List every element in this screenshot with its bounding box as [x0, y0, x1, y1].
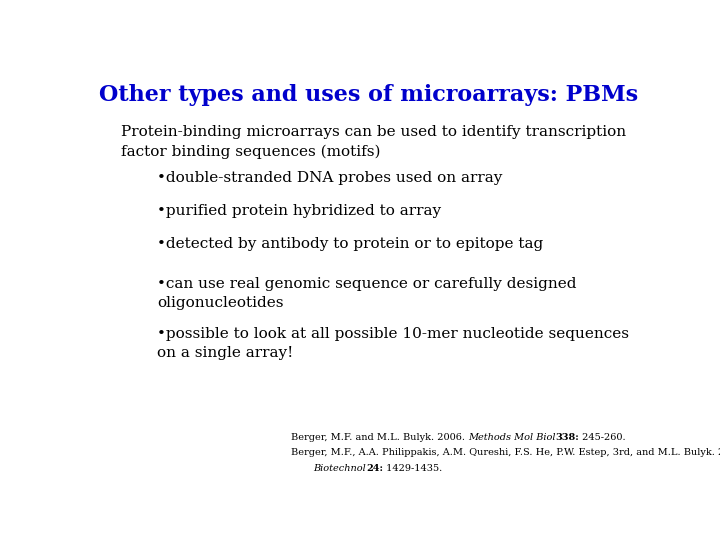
Text: 245-260.: 245-260.	[580, 433, 626, 442]
Text: Protein-binding microarrays can be used to identify transcription
factor binding: Protein-binding microarrays can be used …	[121, 125, 626, 159]
Text: Biotechnol: Biotechnol	[313, 463, 366, 472]
Text: 1429-1435.: 1429-1435.	[383, 463, 442, 472]
Text: •purified protein hybridized to array: •purified protein hybridized to array	[157, 204, 441, 218]
Text: Berger, M.F., A.A. Philippakis, A.M. Qureshi, F.S. He, P.W. Estep, 3rd, and M.L.: Berger, M.F., A.A. Philippakis, A.M. Qur…	[291, 448, 720, 457]
Text: Methods Mol Biol: Methods Mol Biol	[468, 433, 556, 442]
Text: •can use real genomic sequence or carefully designed
oligonucleotides: •can use real genomic sequence or carefu…	[157, 277, 577, 310]
Text: •detected by antibody to protein or to epitope tag: •detected by antibody to protein or to e…	[157, 238, 543, 251]
Text: Berger, M.F. and M.L. Bulyk. 2006.: Berger, M.F. and M.L. Bulyk. 2006.	[291, 433, 468, 442]
Text: 24:: 24:	[366, 463, 383, 472]
Text: •double-stranded DNA probes used on array: •double-stranded DNA probes used on arra…	[157, 171, 503, 185]
Text: Other types and uses of microarrays: PBMs: Other types and uses of microarrays: PBM…	[99, 84, 639, 105]
Text: •possible to look at all possible 10-mer nucleotide sequences
on a single array!: •possible to look at all possible 10-mer…	[157, 327, 629, 360]
Text: 338:: 338:	[556, 433, 580, 442]
